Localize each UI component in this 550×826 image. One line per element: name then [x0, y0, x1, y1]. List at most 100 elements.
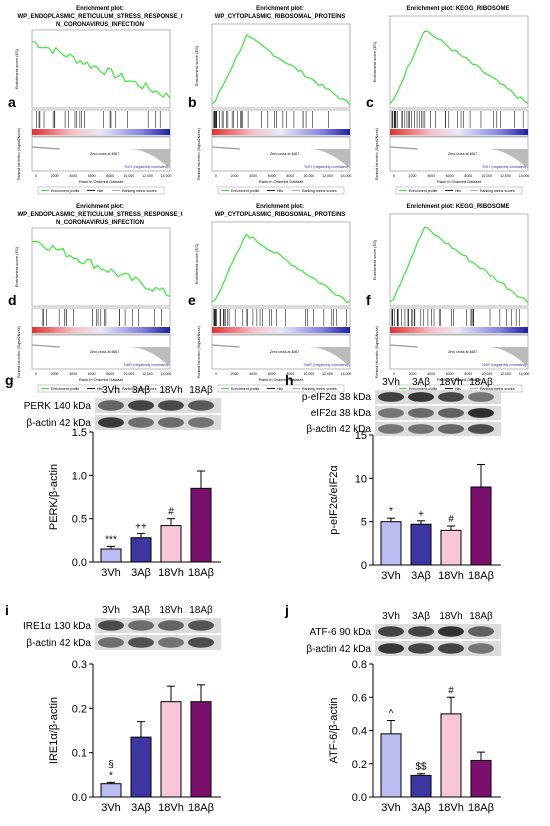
x-tick-label: 0	[35, 174, 37, 178]
x-tick-label: 0	[393, 174, 395, 178]
gsea-legend	[37, 384, 165, 393]
panel-letter: f	[366, 292, 371, 308]
lane-label: 18Vh	[439, 377, 462, 388]
rank-ylabel: Ranked list metric (Signal2Noise)	[375, 128, 379, 180]
legend-item: Enrichment profile	[51, 387, 79, 391]
legend-item: Enrichment profile	[231, 189, 259, 193]
es-ylabel: Enrichment score (ES)	[14, 246, 19, 287]
x-tick-label: 18Aβ	[188, 567, 214, 579]
rank-ylabel: Ranked list metric (Signal2Noise)	[197, 326, 201, 378]
blot-band	[128, 400, 154, 411]
gsea-title: Enrichment plot:	[76, 6, 124, 12]
gsea-title: WP_ENDOPLASMIC_RETICULUM_STRESS_RESPONSE…	[17, 212, 182, 218]
lane-label: 18Vh	[439, 611, 462, 622]
blot-label: IRE1α 130 kDa	[23, 621, 91, 632]
blot-band	[188, 620, 214, 631]
zero-cross-label: Zero cross at 4667	[270, 152, 299, 156]
gsea-title: Enrichment plot: KEGG_RIBOSOME	[406, 204, 509, 210]
panel-letter: b	[188, 94, 197, 110]
bar-3Vh	[380, 521, 402, 566]
gsea-panel-a: a Enrichment plot: WP_ENDOPLASMIC_RETICULU…	[8, 6, 183, 195]
x-tick-label: 0	[35, 372, 37, 376]
x-tick-label: 14,000	[161, 174, 172, 178]
x-tick-label: 3Vh	[381, 802, 401, 814]
gsea-legend	[217, 384, 345, 393]
ranking-gradient-bar	[32, 327, 170, 333]
lane-label: 18Aβ	[469, 377, 493, 388]
x-tick-label: 14,000	[341, 174, 352, 178]
ranking-metric-area	[390, 347, 528, 367]
lane-label: 18Aβ	[189, 605, 213, 616]
x-tick-label: 2000	[231, 174, 239, 178]
negative-label: 'NAR' (negatively correlated)	[482, 363, 526, 367]
ranking-metric-area	[212, 149, 350, 169]
ranking-metric-head	[31, 146, 60, 150]
blot-band	[378, 408, 404, 418]
rank-plot-frame	[211, 136, 351, 172]
legend-item: Ranking metric scores	[122, 189, 157, 193]
y-tick-label: 0.5	[72, 514, 87, 526]
significance-mark: §	[108, 759, 114, 770]
x-tick-label: 18Aβ	[188, 802, 214, 814]
bar-3Vh	[100, 548, 122, 563]
bar-18Aβ	[470, 759, 492, 798]
blot-band	[378, 424, 404, 434]
x-tick-label: 4000	[249, 372, 257, 376]
blot-band	[468, 626, 494, 637]
y-tick-label: 0.0	[352, 792, 367, 804]
blot-band	[408, 408, 434, 418]
gsea-legend	[395, 186, 523, 195]
x-tick-label: 3Aβ	[411, 570, 431, 582]
gsea-legend	[37, 186, 165, 195]
legend-item: Hits	[455, 189, 461, 193]
gsea-title: WP_CYTOPLASMIC_RIBOSOMAL_PROTEINS	[215, 14, 346, 20]
western-panel-g: g 3Vh 3Aβ 18Vh 18Aβ PERK 140 kDa β-actin 42 kD…	[5, 372, 221, 579]
gsea-xlabel: Rank in Ordered Dataset	[79, 179, 124, 184]
x-tick-label: 6000	[88, 372, 96, 376]
gsea-xlabel: Rank in Ordered Dataset	[259, 377, 304, 382]
rank-plot-frame	[211, 334, 351, 370]
x-tick-label: 6000	[268, 372, 276, 376]
es-ylabel: Enrichment score (ES)	[14, 48, 19, 89]
blot-band	[98, 637, 124, 648]
gsea-xlabel: Rank in Ordered Dataset	[259, 179, 304, 184]
gsea-panel-e: e Enrichment plot: WP_CYTOPLASMIC_RIBOSOMA…	[188, 204, 351, 393]
blot-band	[438, 643, 464, 654]
significance-mark: ***	[105, 534, 117, 545]
legend-item: Ranking metric scores	[302, 189, 337, 193]
y-tick-label: 0.4	[352, 726, 367, 738]
blot-band	[378, 626, 404, 637]
western-panel-h: h 3Vh 3Aβ 18Vh 18Aβ p-eIF2α 38 kDa eIF2α 38 kD…	[285, 372, 501, 582]
panel-letter: i	[5, 602, 9, 618]
es-plot-frame	[389, 15, 529, 109]
blot-band	[158, 400, 184, 411]
x-tick-label: 6000	[446, 372, 454, 376]
x-tick-label: 10,000	[123, 174, 134, 178]
panel-letter: h	[285, 372, 294, 388]
zero-cross-label: Zero cross at 4667	[448, 152, 477, 156]
lane-label: 18Aβ	[469, 611, 493, 622]
blot-band	[408, 392, 434, 402]
es-ylabel: Enrichment score (ES)	[194, 243, 199, 284]
blot-band	[188, 400, 214, 411]
zero-cross-label: Zero cross at 4667	[448, 350, 477, 354]
lane-label: 3Aβ	[412, 611, 430, 622]
lane-label: 18Vh	[159, 605, 182, 616]
es-ylabel: Enrichment score (ES)	[372, 41, 377, 82]
blot-band	[158, 620, 184, 631]
x-tick-label: 3Vh	[101, 802, 121, 814]
blot-band	[408, 424, 434, 434]
blot-label: β-actin 42 kDa	[26, 418, 91, 429]
x-tick-label: 2000	[409, 372, 417, 376]
legend-item: Enrichment profile	[409, 387, 437, 391]
x-tick-label: 0	[215, 372, 217, 376]
legend-item: Ranking metric scores	[480, 189, 515, 193]
enrichment-profile	[389, 226, 529, 304]
western-panel-j: j 3Vh 3Aβ 18Vh 18Aβ ATF-6 90 kDa β-actin 42 kD…	[284, 602, 501, 814]
significance-mark: #	[448, 685, 454, 696]
es-ylabel: Enrichment score (ES)	[194, 45, 199, 86]
significance-mark: $$	[415, 762, 427, 773]
blot-band	[128, 417, 154, 428]
ranking-gradient-bar	[32, 129, 170, 135]
blot-band	[128, 637, 154, 648]
